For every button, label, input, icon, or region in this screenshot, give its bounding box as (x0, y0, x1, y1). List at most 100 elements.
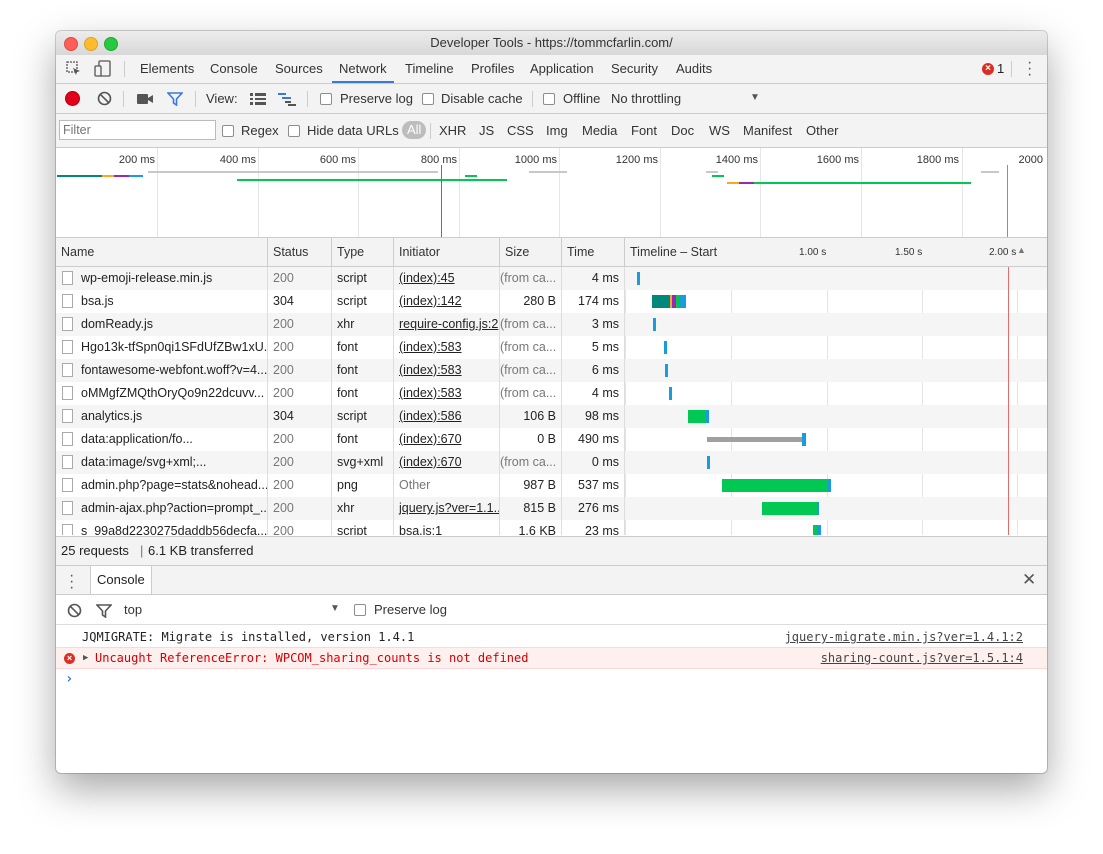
filter-type-font[interactable]: Font (631, 123, 658, 138)
filter-icon[interactable] (166, 92, 184, 109)
cell-initiator[interactable]: (index):670 (394, 428, 500, 451)
drawer-tab-console[interactable]: Console (90, 566, 152, 594)
waterfall-bar[interactable] (707, 437, 802, 442)
cell-initiator[interactable]: (index):583 (394, 359, 500, 382)
column-status[interactable]: Status (268, 238, 332, 266)
waterfall-bar[interactable] (665, 364, 668, 377)
waterfall-bar[interactable] (679, 295, 686, 308)
cell-name[interactable]: data:application/fo... (56, 428, 268, 451)
table-row[interactable]: data:image/svg+xml;... 200 svg+xml (index):… (56, 451, 1047, 474)
cell-initiator[interactable]: (index):583 (394, 382, 500, 405)
sort-ascending-icon[interactable]: ▲ (1017, 245, 1026, 255)
filter-type-media[interactable]: Media (582, 123, 618, 138)
cell-initiator[interactable]: bsa.js:1 (394, 520, 500, 535)
preserve-log-checkbox[interactable] (320, 93, 332, 105)
waterfall-bar[interactable] (637, 272, 640, 285)
clear-icon[interactable] (97, 91, 112, 109)
more-options-icon[interactable]: · · · (1027, 54, 1033, 83)
tab-audits[interactable]: Audits (676, 61, 713, 76)
filter-type-other[interactable]: Other (806, 123, 839, 138)
filter-type-img[interactable]: Img (546, 123, 568, 138)
drawer-menu-icon[interactable]: · · · (69, 567, 75, 596)
table-row[interactable]: oMMgfZMQthOryQo9n22dcuvv... 200 font (index… (56, 382, 1047, 405)
cell-initiator[interactable]: jquery.js?ver=1.1... (394, 497, 500, 520)
column-name[interactable]: Name (56, 238, 268, 266)
disable-cache-checkbox[interactable] (422, 93, 434, 105)
offline-checkbox[interactable] (543, 93, 555, 105)
filter-type-manifest[interactable]: Manifest (743, 123, 793, 138)
message-source-link[interactable]: sharing-count.js?ver=1.5.1:4 (820, 651, 1023, 665)
cell-name[interactable]: fontawesome-webfont.woff?v=4... (56, 359, 268, 382)
tab-application[interactable]: Application (530, 61, 594, 76)
zoom-window-button[interactable] (104, 37, 118, 51)
record-button[interactable] (66, 92, 79, 105)
cell-name[interactable]: Hgo13k-tfSpn0qi1SFdUfZBw1xU... (56, 336, 268, 359)
console-prompt[interactable]: › (56, 669, 1047, 689)
tab-console[interactable]: Console (210, 61, 258, 76)
filter-type-ws[interactable]: WS (709, 123, 730, 138)
context-select[interactable]: top (124, 602, 143, 617)
minimize-window-button[interactable] (84, 37, 98, 51)
cell-initiator[interactable]: (index):586 (394, 405, 500, 428)
console-preserve-log-checkbox[interactable] (354, 604, 366, 616)
console-filter-icon[interactable] (95, 604, 113, 621)
error-count[interactable]: 1 (997, 61, 1005, 76)
table-row[interactable]: s_99a8d2230275daddb56decfa... 200 script bs… (56, 520, 1047, 535)
table-row[interactable]: data:application/fo... 200 font (index):670… (56, 428, 1047, 451)
table-row[interactable]: domReady.js 200 xhr require-config.js:2 (fro… (56, 313, 1047, 336)
tab-elements[interactable]: Elements (140, 61, 195, 76)
cell-initiator[interactable]: require-config.js:2 (394, 313, 500, 336)
chevron-down-icon[interactable]: ▼ (750, 92, 760, 103)
table-row[interactable]: analytics.js 304 script (index):586 106 B 98 … (56, 405, 1047, 428)
cell-name[interactable]: domReady.js (56, 313, 268, 336)
waterfall-bar[interactable] (707, 456, 710, 469)
message-source-link[interactable]: jquery-migrate.min.js?ver=1.4.1:2 (784, 630, 1023, 644)
cell-name[interactable]: data:image/svg+xml;... (56, 451, 268, 474)
clear-console-icon[interactable] (67, 603, 82, 621)
cell-initiator[interactable]: (index):583 (394, 336, 500, 359)
filter-input[interactable] (59, 120, 216, 140)
cell-name[interactable]: analytics.js (56, 405, 268, 428)
cell-name[interactable]: oMMgfZMQthOryQo9n22dcuvv... (56, 382, 268, 405)
filter-type-all[interactable]: All (402, 121, 427, 139)
tab-profiles[interactable]: Profiles (471, 61, 515, 76)
waterfall-bar[interactable] (664, 341, 667, 354)
cell-initiator[interactable]: (index):142 (394, 290, 500, 313)
cell-name[interactable]: wp-emoji-release.min.js (56, 267, 268, 290)
waterfall-bar[interactable] (802, 433, 806, 446)
tab-timeline[interactable]: Timeline (405, 61, 454, 76)
tab-network[interactable]: Network (332, 55, 394, 83)
waterfall-bar[interactable] (676, 295, 679, 308)
waterfall-bar[interactable] (653, 318, 656, 331)
filter-type-doc[interactable]: Doc (671, 123, 695, 138)
network-overview[interactable]: 200 ms 400 ms 600 ms 800 ms 1000 ms 1200… (56, 148, 1047, 238)
chevron-down-icon[interactable]: ▼ (330, 603, 340, 614)
waterfall-bar[interactable] (669, 387, 672, 400)
table-row[interactable]: wp-emoji-release.min.js 200 script (index):… (56, 267, 1047, 290)
device-toolbar-icon[interactable] (94, 60, 112, 81)
tab-sources[interactable]: Sources (275, 61, 323, 76)
error-icon[interactable]: × (982, 63, 994, 75)
column-timeline[interactable]: Timeline – Start Time (630, 245, 718, 287)
overview-icon[interactable] (278, 92, 296, 109)
waterfall-bar[interactable] (817, 502, 819, 515)
cell-initiator[interactable]: (index):670 (394, 451, 500, 474)
cell-name[interactable]: s_99a8d2230275daddb56decfa... (56, 520, 268, 535)
hide-data-urls-checkbox[interactable] (288, 125, 300, 137)
column-size[interactable]: Size (500, 238, 562, 266)
tab-security[interactable]: Security (611, 61, 658, 76)
throttling-select[interactable]: No throttling (611, 91, 682, 106)
waterfall-bar[interactable] (762, 502, 817, 515)
cell-name[interactable]: admin-ajax.php?action=prompt_... (56, 497, 268, 520)
waterfall-bar[interactable] (828, 479, 831, 492)
table-row[interactable]: fontawesome-webfont.woff?v=4... 200 font (i… (56, 359, 1047, 382)
inspect-element-icon[interactable] (66, 61, 82, 80)
waterfall-bar[interactable] (672, 295, 676, 308)
close-drawer-icon[interactable]: ✕ (1022, 570, 1037, 589)
cell-name[interactable]: admin.php?page=stats&nohead... (56, 474, 268, 497)
waterfall-bar[interactable] (652, 295, 670, 308)
waterfall-bar[interactable] (706, 410, 709, 423)
waterfall-bar[interactable] (670, 295, 672, 308)
waterfall-bar[interactable] (817, 525, 821, 535)
large-rows-icon[interactable] (250, 93, 266, 108)
